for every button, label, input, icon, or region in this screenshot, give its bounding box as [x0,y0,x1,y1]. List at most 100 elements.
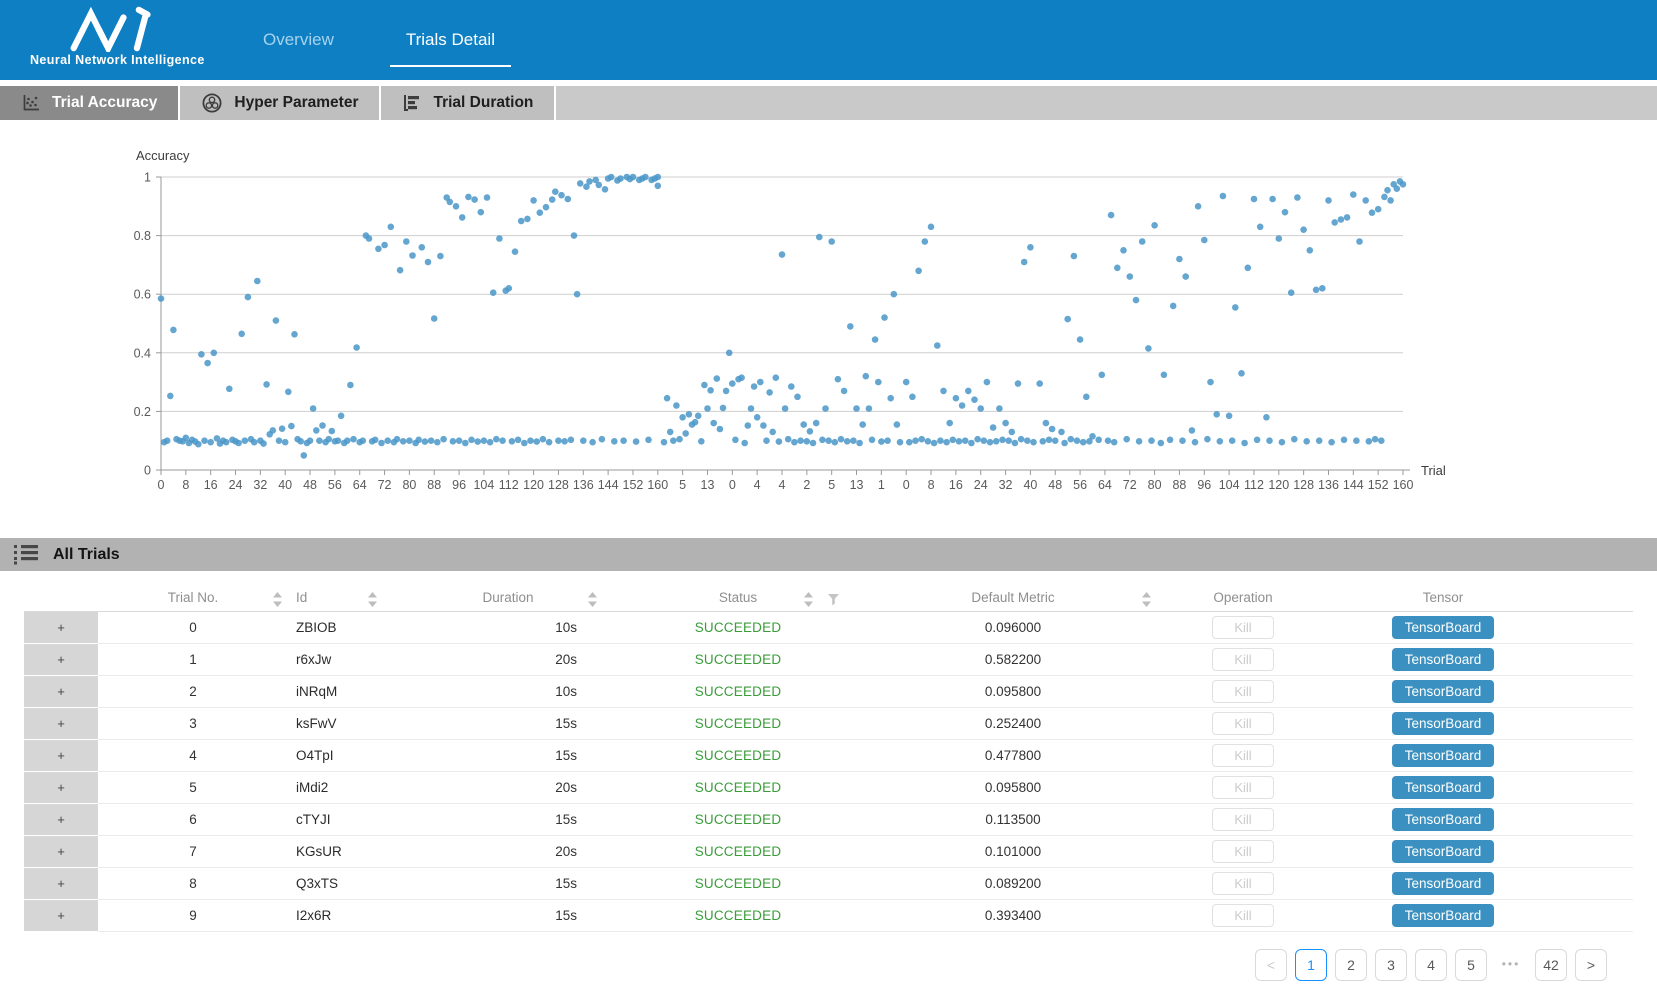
trial-id-cell: cTYJI [288,803,403,836]
trial-id-cell: I2x6R [288,899,403,932]
expand-row-button[interactable]: + [24,771,98,804]
kill-button[interactable]: Kill [1212,776,1274,799]
svg-text:32: 32 [999,478,1013,492]
svg-text:88: 88 [1172,478,1186,492]
duration-cell: 15s [403,803,613,836]
duration-cell: 15s [403,867,613,900]
kill-button[interactable]: Kill [1212,712,1274,735]
tensorboard-button[interactable]: TensorBoard [1392,680,1494,703]
tensor-cell: TensorBoard [1323,835,1563,868]
tensor-cell: TensorBoard [1323,771,1563,804]
operation-cell: Kill [1163,675,1323,708]
trial-no-cell: 7 [98,835,288,868]
spacer-cell [1563,803,1633,836]
svg-text:5: 5 [828,478,835,492]
operation-cell: Kill [1163,643,1323,676]
expand-row-button[interactable]: + [24,899,98,932]
tensorboard-button[interactable]: TensorBoard [1392,712,1494,735]
expand-row-button[interactable]: + [24,803,98,836]
column-header-duration[interactable]: Duration [403,583,613,612]
trials-table-wrap: Trial No. Id Duration Status Default Metric O… [24,583,1633,932]
tensorboard-button[interactable]: TensorBoard [1392,648,1494,671]
view-tab-trial-duration[interactable]: Trial Duration [381,86,557,120]
page-ellipsis: ••• [1495,949,1527,981]
svg-text:0: 0 [903,478,910,492]
svg-text:160: 160 [1393,478,1414,492]
trial-id-cell: ksFwV [288,707,403,740]
trial-no-cell: 3 [98,707,288,740]
table-row: +8 Q3xTS 15s SUCCEEDED 0.089200 Kill TensorBoa… [24,867,1633,900]
view-tab-hyper-parameter[interactable]: Hyper Parameter [180,86,382,120]
default-metric-cell: 0.095800 [863,771,1163,804]
tensorboard-button[interactable]: TensorBoard [1392,808,1494,831]
kill-button[interactable]: Kill [1212,648,1274,671]
default-metric-cell: 0.252400 [863,707,1163,740]
trial-no-cell: 8 [98,867,288,900]
expand-row-button[interactable]: + [24,643,98,676]
expand-row-button[interactable]: + [24,611,98,644]
svg-text:0: 0 [158,478,165,492]
kill-button[interactable]: Kill [1212,872,1274,895]
page-button-2[interactable]: 2 [1335,949,1367,981]
expand-row-button[interactable]: + [24,675,98,708]
status-cell: SUCCEEDED [613,739,863,772]
column-header-status[interactable]: Status [613,583,863,612]
table-row: +3 ksFwV 15s SUCCEEDED 0.252400 Kill TensorBoa… [24,707,1633,740]
tensorboard-button[interactable]: TensorBoard [1392,616,1494,639]
nav-tab-overview[interactable]: Overview [263,30,334,49]
tensorboard-button[interactable]: TensorBoard [1392,904,1494,927]
kill-button[interactable]: Kill [1212,840,1274,863]
expand-row-button[interactable]: + [24,867,98,900]
expand-row-button[interactable]: + [24,739,98,772]
kill-button[interactable]: Kill [1212,616,1274,639]
table-row: +1 r6xJw 20s SUCCEEDED 0.582200 Kill TensorBoa… [24,643,1633,676]
page-button-42[interactable]: 42 [1535,949,1567,981]
table-row: +2 iNRqM 10s SUCCEEDED 0.095800 Kill TensorBoa… [24,675,1633,708]
operation-cell: Kill [1163,803,1323,836]
column-header-id[interactable]: Id [288,583,403,612]
tensor-cell: TensorBoard [1323,611,1563,644]
expand-row-button[interactable]: + [24,835,98,868]
page-button-4[interactable]: 4 [1415,949,1447,981]
kill-button[interactable]: Kill [1212,904,1274,927]
nni-logo-icon [70,6,151,52]
svg-text:0: 0 [144,464,151,478]
trial-id-cell: O4TpI [288,739,403,772]
tensorboard-button[interactable]: TensorBoard [1392,776,1494,799]
default-metric-cell: 0.113500 [863,803,1163,836]
tensorboard-button[interactable]: TensorBoard [1392,840,1494,863]
table-row: +7 KGsUR 20s SUCCEEDED 0.101000 Kill TensorBoa… [24,835,1633,868]
operation-cell: Kill [1163,835,1323,868]
page-button-3[interactable]: 3 [1375,949,1407,981]
page-button-1[interactable]: 1 [1295,949,1327,981]
duration-cell: 15s [403,899,613,932]
column-header-tensor: Tensor [1323,583,1563,612]
kill-button[interactable]: Kill [1212,744,1274,767]
trial-no-cell: 5 [98,771,288,804]
svg-text:152: 152 [623,478,644,492]
view-tab-trial-accuracy[interactable]: Trial Accuracy [0,86,181,120]
status-cell: SUCCEEDED [613,707,863,740]
next-page-button[interactable]: > [1575,949,1607,981]
expand-row-button[interactable]: + [24,707,98,740]
trial-id-cell: r6xJw [288,643,403,676]
column-header-trial_no[interactable]: Trial No. [98,583,288,612]
column-header-metric[interactable]: Default Metric [863,583,1163,612]
spacer-cell [1563,643,1633,676]
svg-text:8: 8 [182,478,189,492]
nav-tab-trials-detail[interactable]: Trials Detail [389,0,512,80]
kill-button[interactable]: Kill [1212,680,1274,703]
kill-button[interactable]: Kill [1212,808,1274,831]
page-button-5[interactable]: 5 [1455,949,1487,981]
tensorboard-button[interactable]: TensorBoard [1392,744,1494,767]
trial-id-cell: Q3xTS [288,867,403,900]
tensor-cell: TensorBoard [1323,675,1563,708]
tensor-cell: TensorBoard [1323,739,1563,772]
status-cell: SUCCEEDED [613,867,863,900]
svg-text:64: 64 [353,478,367,492]
operation-cell: Kill [1163,611,1323,644]
svg-text:56: 56 [328,478,342,492]
svg-text:136: 136 [573,478,594,492]
operation-cell: Kill [1163,867,1323,900]
tensorboard-button[interactable]: TensorBoard [1392,872,1494,895]
